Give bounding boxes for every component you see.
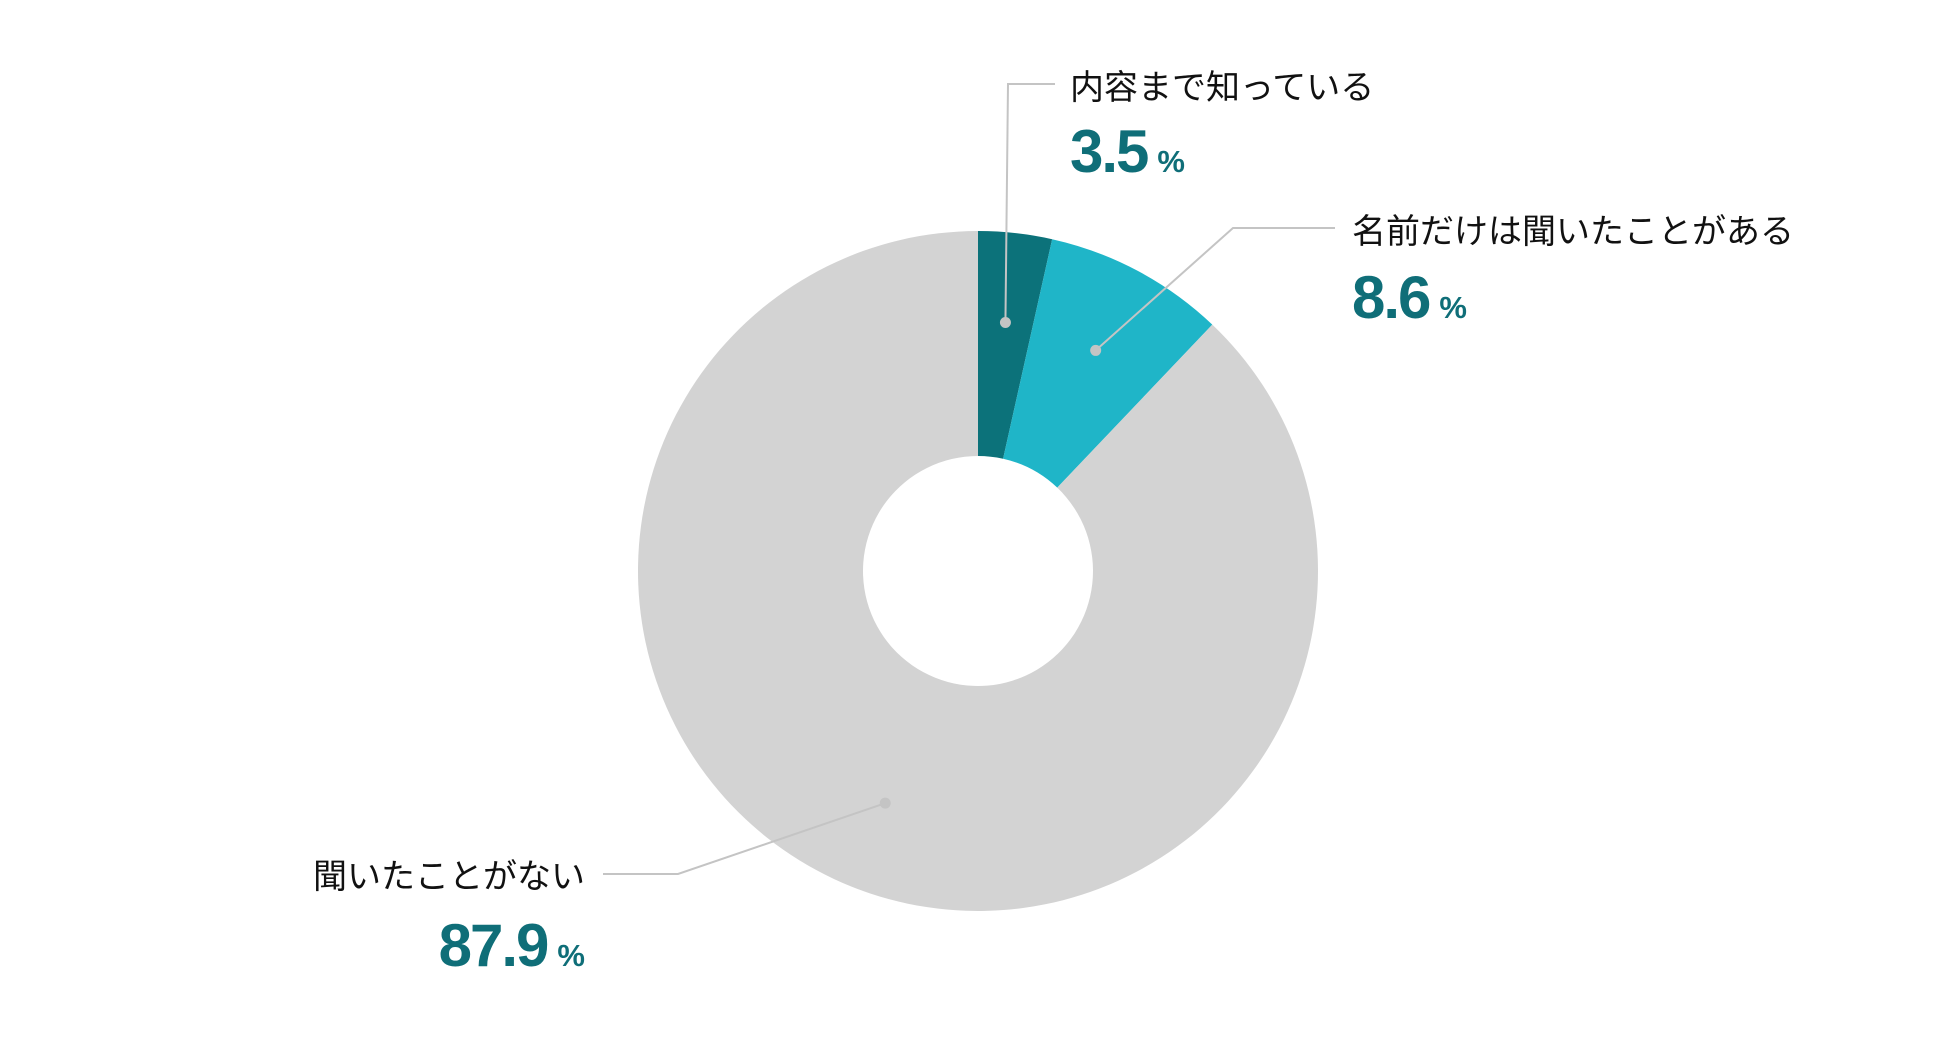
slice-value-2: 8.6% — [1352, 264, 1467, 331]
labels-group: 内容まで知っている 3.5 % 名前だけは聞いたことがある 8.6 % 聞いたことがない 87… — [313, 68, 1794, 979]
slice-1 — [978, 231, 1053, 459]
slices-group — [637, 231, 1318, 911]
leader-dot-2 — [1090, 344, 1102, 356]
leader-line-2 — [1095, 227, 1335, 352]
leader-line-3 — [603, 802, 886, 875]
slice-value-3: 87.9% — [439, 912, 585, 979]
slice-value-1: 3.5% — [1070, 118, 1185, 185]
slice-label-1: 内容まで知っている — [1070, 68, 1374, 108]
slice-3 — [637, 231, 1318, 911]
leader-lines-group — [603, 83, 1335, 875]
slice-label-2: 名前だけは聞いたことがある — [1352, 212, 1794, 252]
slice-2 — [1003, 239, 1213, 488]
slice-label-3: 聞いたことがない — [313, 857, 585, 897]
leader-dot-3 — [879, 797, 891, 809]
leader-line-1 — [1004, 83, 1055, 323]
leader-dot-1 — [999, 317, 1011, 329]
